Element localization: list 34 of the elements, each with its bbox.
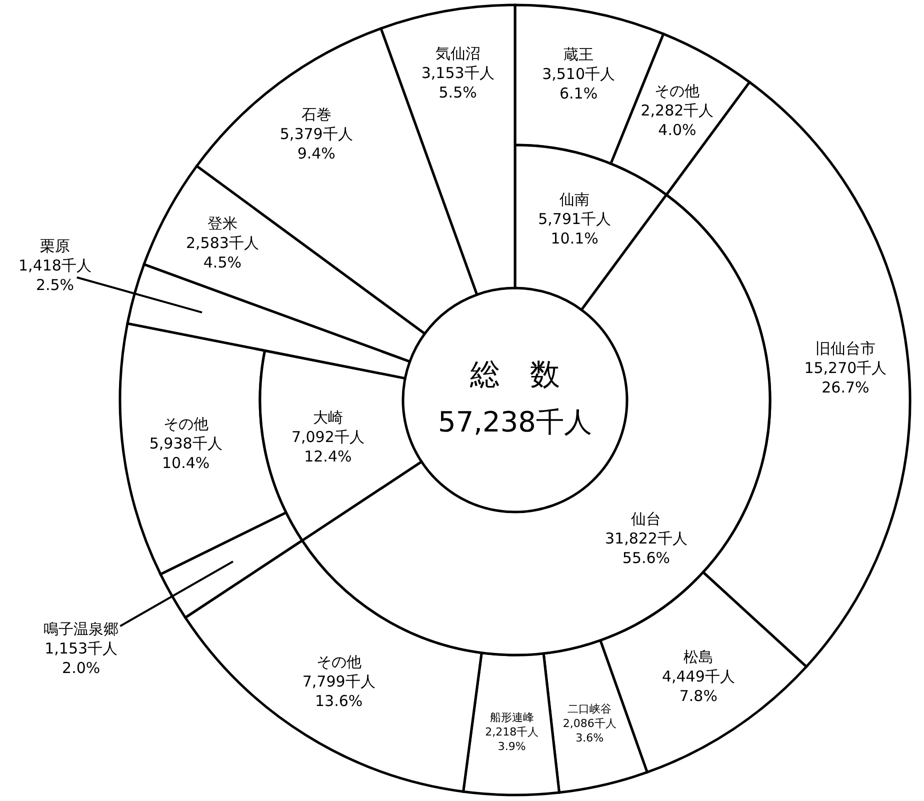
category-label: その他	[654, 82, 700, 100]
category-label: 鳴子温泉郷	[44, 620, 119, 638]
data-label: 5,379千人 9.4%	[280, 124, 353, 162]
data-label: 5,791千人 10.1%	[538, 210, 612, 248]
data-label: 7,799千人 13.6%	[302, 672, 376, 710]
category-label: 登米	[207, 214, 238, 233]
text: 57,238千人	[438, 406, 592, 438]
category-label: 仙南	[560, 190, 590, 208]
category-label: 旧仙台市	[815, 339, 876, 358]
category-label: 大崎	[312, 408, 343, 426]
data-label: 5,938千人 10.4%	[149, 434, 222, 472]
data-label: 2,086千人 3.6%	[562, 717, 616, 744]
data-label: 2,218千人 3.9%	[485, 725, 539, 753]
category-label: 石巻	[301, 105, 332, 124]
data-label: 3,153千人 5.5%	[421, 64, 494, 102]
data-label: 3,510千人 6.1%	[542, 65, 616, 103]
data-label: 31,822千人 55.6%	[604, 529, 688, 567]
category-label: 気仙沼	[435, 44, 480, 62]
category-label: 二口峡谷	[568, 702, 612, 716]
text: 総 数	[469, 358, 560, 392]
category-label: 松島	[683, 648, 714, 666]
data-label: 2,282千人 4.0%	[640, 101, 714, 139]
category-label: 船形連峰	[490, 711, 534, 724]
data-label: 7,092千人 12.4%	[291, 428, 364, 466]
data-label: 2,583千人 4.5%	[186, 234, 259, 272]
category-label: 栗原	[40, 236, 70, 255]
category-label: その他	[163, 414, 208, 433]
data-label: 1,153千人 2.0%	[44, 639, 118, 677]
category-label: その他	[316, 652, 362, 671]
data-label: 15,270千人 26.7%	[804, 358, 887, 396]
data-label: 1,418千人 2.5%	[18, 256, 92, 294]
category-label: 蔵王	[564, 46, 594, 64]
data-label: 4,449千人 7.8%	[662, 668, 735, 706]
category-label: 仙台	[631, 510, 662, 528]
